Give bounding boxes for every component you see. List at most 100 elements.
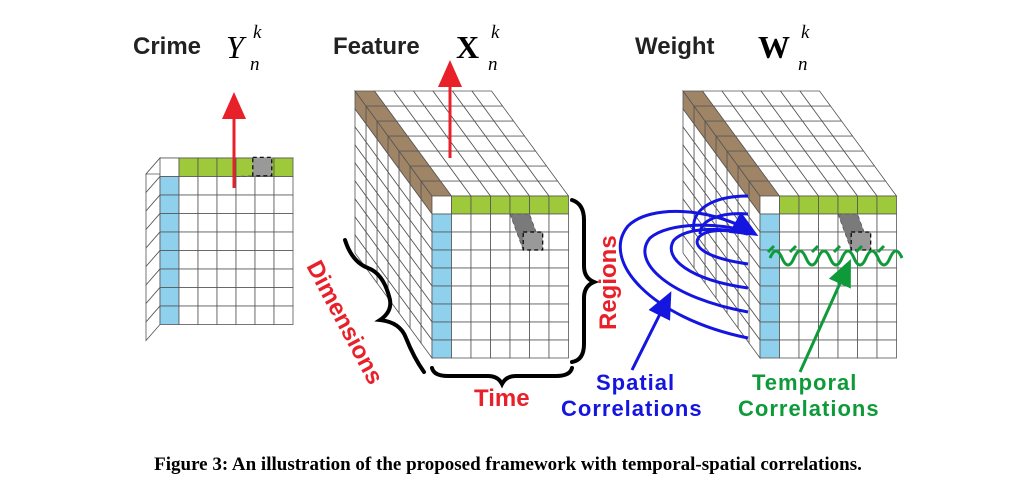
- feature-front-cell: [548, 267, 569, 287]
- crime-front-cell: [273, 305, 294, 325]
- weight-front-cell: [876, 267, 897, 287]
- feature-front-cell: [470, 267, 491, 287]
- crime-front-cell: [216, 268, 237, 288]
- weight-front-cell: [759, 285, 780, 305]
- time-label: Time: [474, 385, 530, 412]
- temporal-pointer-arrow: [798, 259, 851, 373]
- weight-front-cell: [837, 321, 858, 341]
- weight-front-cell: [857, 195, 878, 215]
- weight-front-cell: [818, 213, 839, 233]
- feature-front-cell: [431, 213, 452, 233]
- crime-front-cell: [159, 213, 180, 233]
- crime-front-cell: [159, 305, 180, 325]
- weight-front-cell: [759, 267, 780, 287]
- crime-front-cell: [273, 213, 294, 233]
- crime-front-cell: [178, 268, 199, 288]
- weight-front-cell: [779, 321, 800, 341]
- feature-front-cell: [451, 339, 472, 359]
- weight-front-cell: [798, 303, 819, 323]
- crime-front-cell: [235, 287, 256, 307]
- regions-label: Regions: [595, 235, 622, 330]
- weight-front-cell: [779, 195, 800, 215]
- feature-front-cell: [431, 231, 452, 251]
- crime-front-cell: [273, 231, 294, 251]
- feature-title: Feature X k n: [333, 22, 500, 75]
- feature-front-cell: [470, 249, 491, 269]
- feature-front-cell: [431, 267, 452, 287]
- crime-front-cell: [216, 250, 237, 270]
- crime-front-cell: [254, 305, 275, 325]
- feature-front-cell: [431, 285, 452, 305]
- feature-front-cell: [451, 267, 472, 287]
- weight-sub: n: [798, 54, 808, 75]
- crime-front-cell: [254, 268, 275, 288]
- crime-front-cell: [178, 305, 199, 325]
- weight-front-cell: [759, 321, 780, 341]
- feature-front-cell: [451, 321, 472, 341]
- feature-front-cell: [490, 339, 511, 359]
- feature-front-cell: [451, 231, 472, 251]
- crime-front-cell: [197, 176, 218, 196]
- feature-front-cell: [509, 249, 530, 269]
- feature-front-cell: [470, 195, 491, 215]
- crime-front-cell: [254, 194, 275, 214]
- feature-front-cell: [490, 285, 511, 305]
- feature-front-cell: [490, 231, 511, 251]
- feature-symbol: X: [456, 29, 479, 65]
- weight-front-cell: [798, 195, 819, 215]
- feature-front-cell: [431, 321, 452, 341]
- weight-front-cell: [798, 267, 819, 287]
- crime-front-cell: [273, 287, 294, 307]
- weight-front-cell: [876, 195, 897, 215]
- dimensions-brace: [343, 238, 426, 374]
- crime-front-cell: [197, 213, 218, 233]
- weight-front-cell: [857, 321, 878, 341]
- weight-symbol: W: [758, 29, 790, 65]
- weight-front-cell: [779, 303, 800, 323]
- crime-front-cell: [273, 176, 294, 196]
- feature-front-cell: [548, 249, 569, 269]
- crime-front-cell: [216, 231, 237, 251]
- feature-front-cell: [451, 213, 472, 233]
- weight-front-cell: [837, 285, 858, 305]
- crime-front-cell: [216, 287, 237, 307]
- weight-front-cell: [759, 249, 780, 269]
- feature-front-cell: [451, 285, 472, 305]
- regions-brace: [570, 198, 600, 364]
- crime-front-cell: [273, 194, 294, 214]
- crime-front-cell: [159, 231, 180, 251]
- weight-front-cell: [818, 267, 839, 287]
- feature-front-cell: [529, 303, 550, 323]
- crime-front-cell: [235, 268, 256, 288]
- weight-top-cell: [799, 90, 832, 107]
- weight-front-cell: [857, 267, 878, 287]
- weight-front-cell: [759, 231, 780, 251]
- crime-highlight-front: [252, 156, 273, 177]
- crime-front-cell: [273, 157, 294, 177]
- crime-front-cell: [216, 213, 237, 233]
- weight-highlight-front: [850, 231, 872, 251]
- weight-front-cell: [876, 231, 897, 251]
- feature-front-cell: [548, 339, 569, 359]
- temporal-label-line2: Correlations: [738, 396, 880, 421]
- crime-front-cell: [159, 268, 180, 288]
- feature-word: Feature: [333, 33, 420, 60]
- crime-front-cell: [235, 213, 256, 233]
- weight-front-cell: [798, 213, 819, 233]
- crime-front-cell: [197, 231, 218, 251]
- crime-front-cell: [273, 250, 294, 270]
- feature-front-cell: [490, 195, 511, 215]
- crime-front-cell: [216, 194, 237, 214]
- feature-front-cell: [548, 285, 569, 305]
- feature-front-cell: [509, 339, 530, 359]
- crime-front-cell: [235, 176, 256, 196]
- weight-front-cell: [798, 285, 819, 305]
- feature-front-cell: [529, 267, 550, 287]
- crime-title: Crime Y k n: [133, 22, 262, 75]
- crime-front-cell: [178, 250, 199, 270]
- crime-sub: n: [250, 54, 260, 75]
- feature-front-cell: [548, 195, 569, 215]
- feature-front-cell: [529, 249, 550, 269]
